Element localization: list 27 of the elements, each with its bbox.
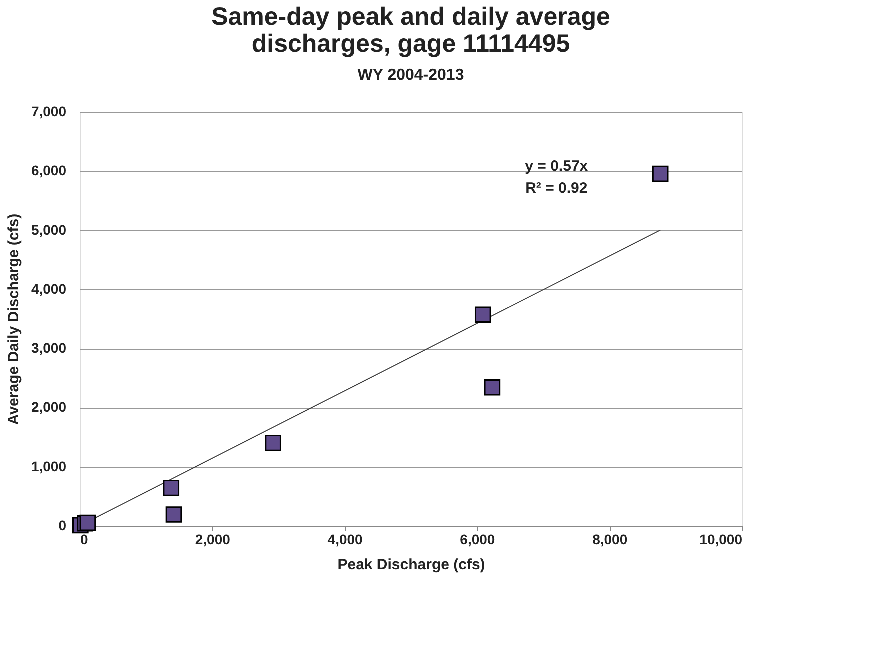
chart-subtitle: WY 2004-2013: [358, 67, 464, 84]
x-axis-title: Peak Discharge (cfs): [338, 556, 486, 574]
point: [652, 166, 669, 182]
annotation: y = 0.57x R² = 0.92: [525, 158, 589, 197]
y-tick-label: 2,000: [31, 399, 67, 416]
point: [474, 306, 492, 324]
x-tick-label: 8,000: [592, 532, 628, 548]
text: Same-day peak and daily average: [212, 3, 610, 31]
y-tick-label: 0: [58, 518, 67, 534]
y-tick-label: 4,000: [31, 280, 67, 297]
x-tick-label: 0: [80, 532, 88, 548]
point: [265, 435, 282, 452]
x-tick-label: 6,000: [460, 532, 496, 548]
text: discharges, gage 11114495: [252, 30, 570, 58]
y-axis-title: Average Daily Discharge (cfs): [5, 214, 22, 426]
y-tick-label: 5,000: [31, 222, 67, 238]
y-tick-label: 7,000: [31, 104, 67, 120]
point: [80, 514, 96, 532]
x-tick-label: 10,000: [700, 532, 743, 548]
x-tick-label: 2,000: [195, 532, 231, 548]
point: [484, 379, 501, 396]
point: [166, 506, 182, 523]
y-tick-label: 1,000: [31, 458, 67, 474]
x-tick-label: 4,000: [328, 532, 364, 548]
point: [163, 480, 180, 496]
y-tick-label: 3,000: [31, 340, 67, 356]
y-tick-label: 6,000: [31, 162, 67, 179]
